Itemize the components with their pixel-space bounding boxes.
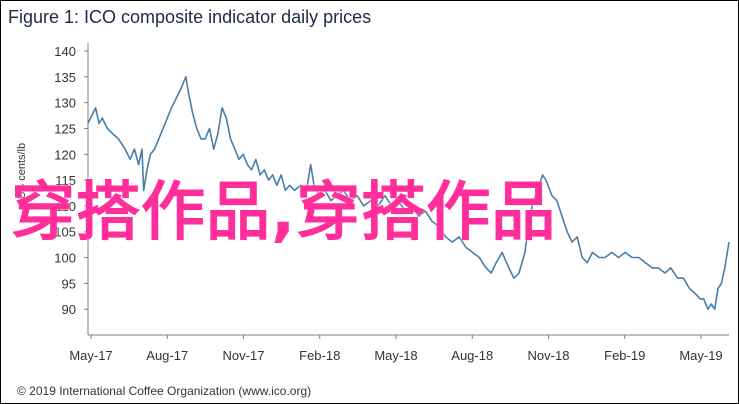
y-tick-label: 115: [55, 173, 76, 188]
y-tick-label: 105: [54, 225, 76, 240]
y-tick-label: 120: [54, 147, 76, 162]
chart-axes: [87, 43, 729, 336]
x-tick-label: Feb-18: [299, 348, 340, 363]
y-tick-label: 130: [54, 96, 76, 111]
watermark-overlay-text: 穿搭作品,穿搭作品: [11, 176, 557, 250]
y-tick-label: 100: [54, 251, 76, 266]
chart-title: Figure 1: ICO composite indicator daily …: [8, 7, 372, 27]
price-series: [87, 76, 730, 311]
x-tick-label: Aug-18: [451, 348, 493, 363]
x-tick-label: May-19: [679, 348, 722, 363]
y-tick-label: 140: [54, 44, 76, 59]
x-tick-label: May-17: [69, 348, 112, 363]
y-tick-label: 95: [62, 276, 76, 291]
x-axis-ticks: May-17 Aug-17 Nov-17 Feb-18 May-18 Aug-18 Nov-…: [69, 335, 723, 363]
x-tick-label: Aug-17: [146, 348, 188, 363]
series-line: [87, 76, 730, 311]
x-tick-label: Feb-19: [604, 348, 645, 363]
y-axis-ticks: 90 95 100 105 110 115 120 125 130 135 140: [54, 44, 88, 317]
x-tick-label: Nov-18: [528, 348, 570, 363]
x-tick-label: Nov-17: [223, 348, 265, 363]
y-axis-label: US cents/lb: [16, 143, 28, 199]
copyright-notice: © 2019 International Coffee Organization…: [17, 384, 312, 398]
x-tick-label: May-18: [374, 348, 417, 363]
y-tick-label: 135: [54, 70, 76, 85]
y-tick-label: 90: [62, 302, 76, 317]
y-tick-label: 125: [54, 121, 76, 136]
y-tick-label: 110: [55, 199, 76, 214]
